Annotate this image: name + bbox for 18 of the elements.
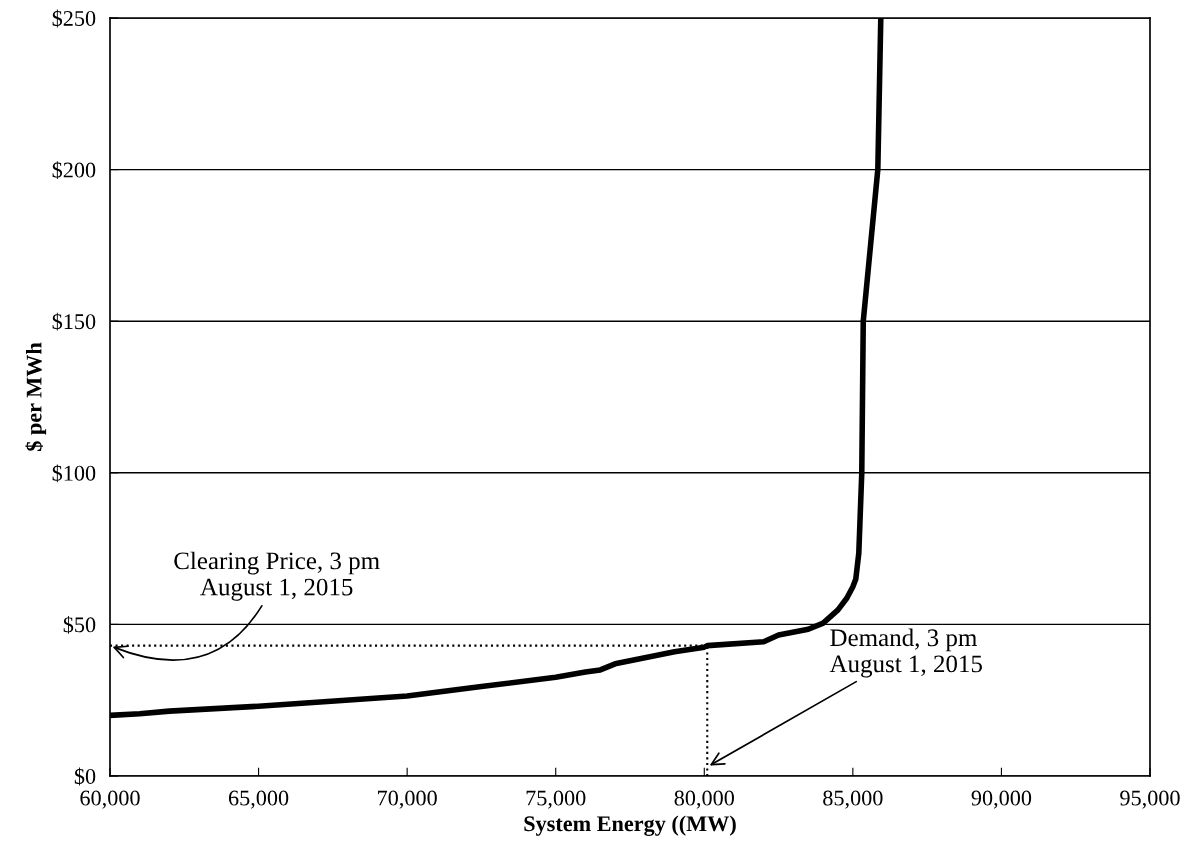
y-tick-label: $150 — [52, 312, 96, 331]
y-axis-title: $ per MWh — [25, 342, 47, 451]
y-tick-label: $200 — [52, 161, 96, 179]
x-tick-label: 80,000 — [674, 790, 734, 809]
x-tick-label: 75,000 — [526, 790, 586, 809]
x-tick-label: 60,000 — [80, 790, 140, 809]
x-tick-label: 85,000 — [823, 790, 883, 809]
x-tick-label: 90,000 — [971, 790, 1032, 809]
y-tick-label: $0 — [74, 767, 96, 786]
x-tick-label: 95,000 — [1120, 790, 1180, 809]
x-tick-label: 70,000 — [378, 790, 437, 809]
x-tick-label: 65,000 — [228, 790, 289, 809]
y-tick-label: $50 — [63, 616, 96, 634]
y-tick-label: $250 — [52, 9, 96, 28]
x-axis-title: System Energy ((MW) — [524, 815, 736, 836]
annotation: Clearing Price, 3 pm August 1, 2015 — [174, 551, 380, 601]
annotation: Demand, 3 pm August 1, 2015 — [829, 628, 982, 678]
y-tick-label: $100 — [52, 464, 96, 483]
